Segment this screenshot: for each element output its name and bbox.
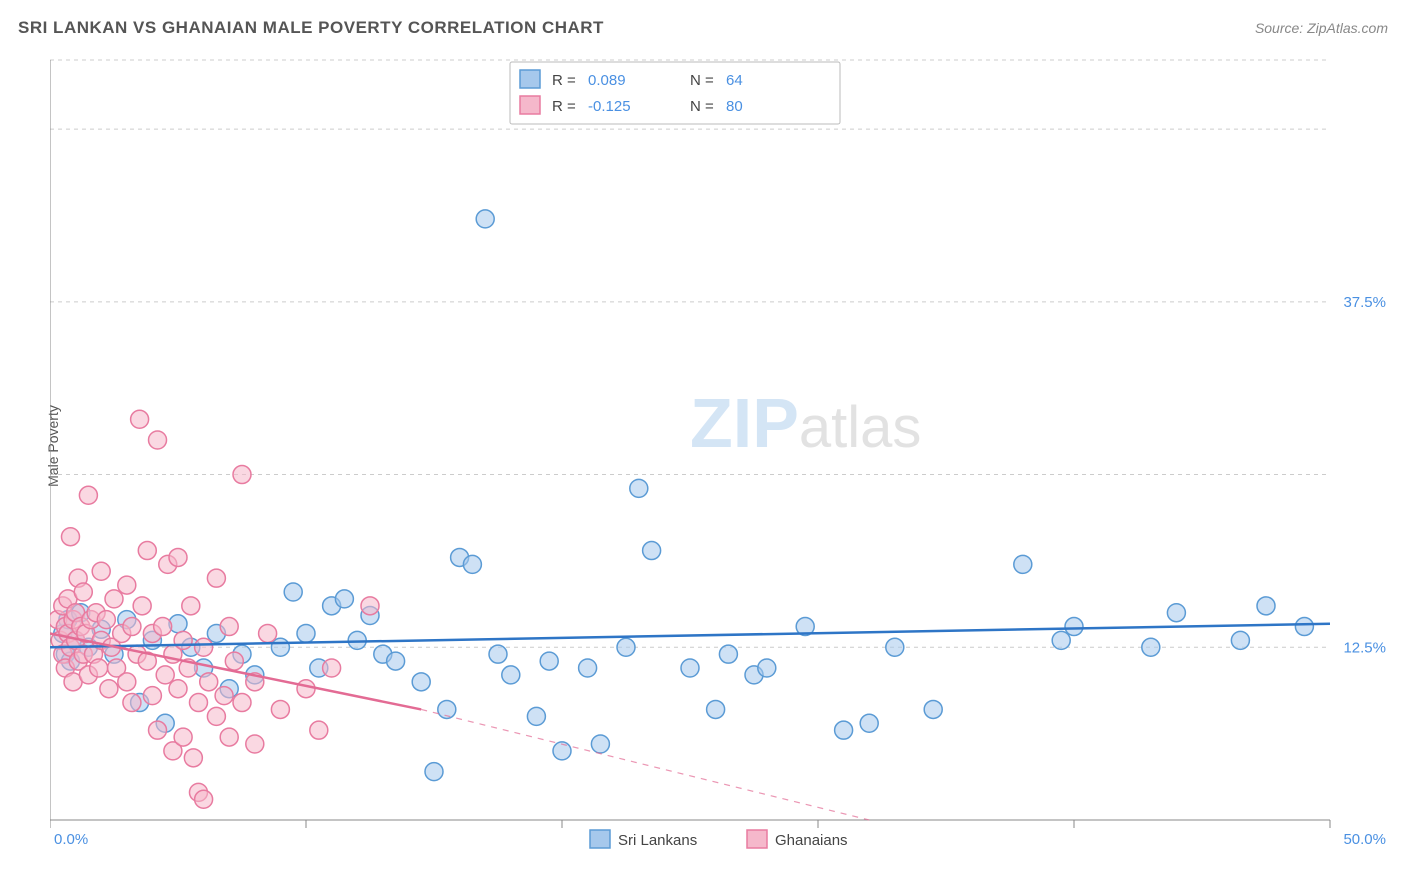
svg-text:ZIPatlas: ZIPatlas [690,384,921,462]
svg-text:-0.125: -0.125 [588,98,631,115]
svg-text:R =: R = [552,72,576,89]
svg-text:0.089: 0.089 [588,72,626,89]
svg-text:Sri Lankans: Sri Lankans [618,832,697,849]
svg-text:50.0%: 50.0% [1343,831,1386,848]
svg-text:64: 64 [726,72,743,89]
svg-text:12.5%: 12.5% [1343,639,1386,656]
svg-text:N =: N = [690,72,714,89]
svg-text:80: 80 [726,98,743,115]
svg-text:0.0%: 0.0% [54,831,88,848]
svg-text:Ghanaians: Ghanaians [775,832,848,849]
chart-title: SRI LANKAN VS GHANAIAN MALE POVERTY CORR… [18,18,604,38]
chart-plot-area: 12.5% 37.5% ZIPatlas 0.0% 50.0% R = 0.089 N = 64… [50,50,1388,852]
svg-text:N =: N = [690,98,714,115]
svg-text:R =: R = [552,98,576,115]
svg-text:37.5%: 37.5% [1343,294,1386,311]
scatter-chart-svg: 12.5% 37.5% ZIPatlas 0.0% 50.0% R = 0.089 N = 64… [50,50,1388,852]
source-label: Source: ZipAtlas.com [1255,20,1388,36]
